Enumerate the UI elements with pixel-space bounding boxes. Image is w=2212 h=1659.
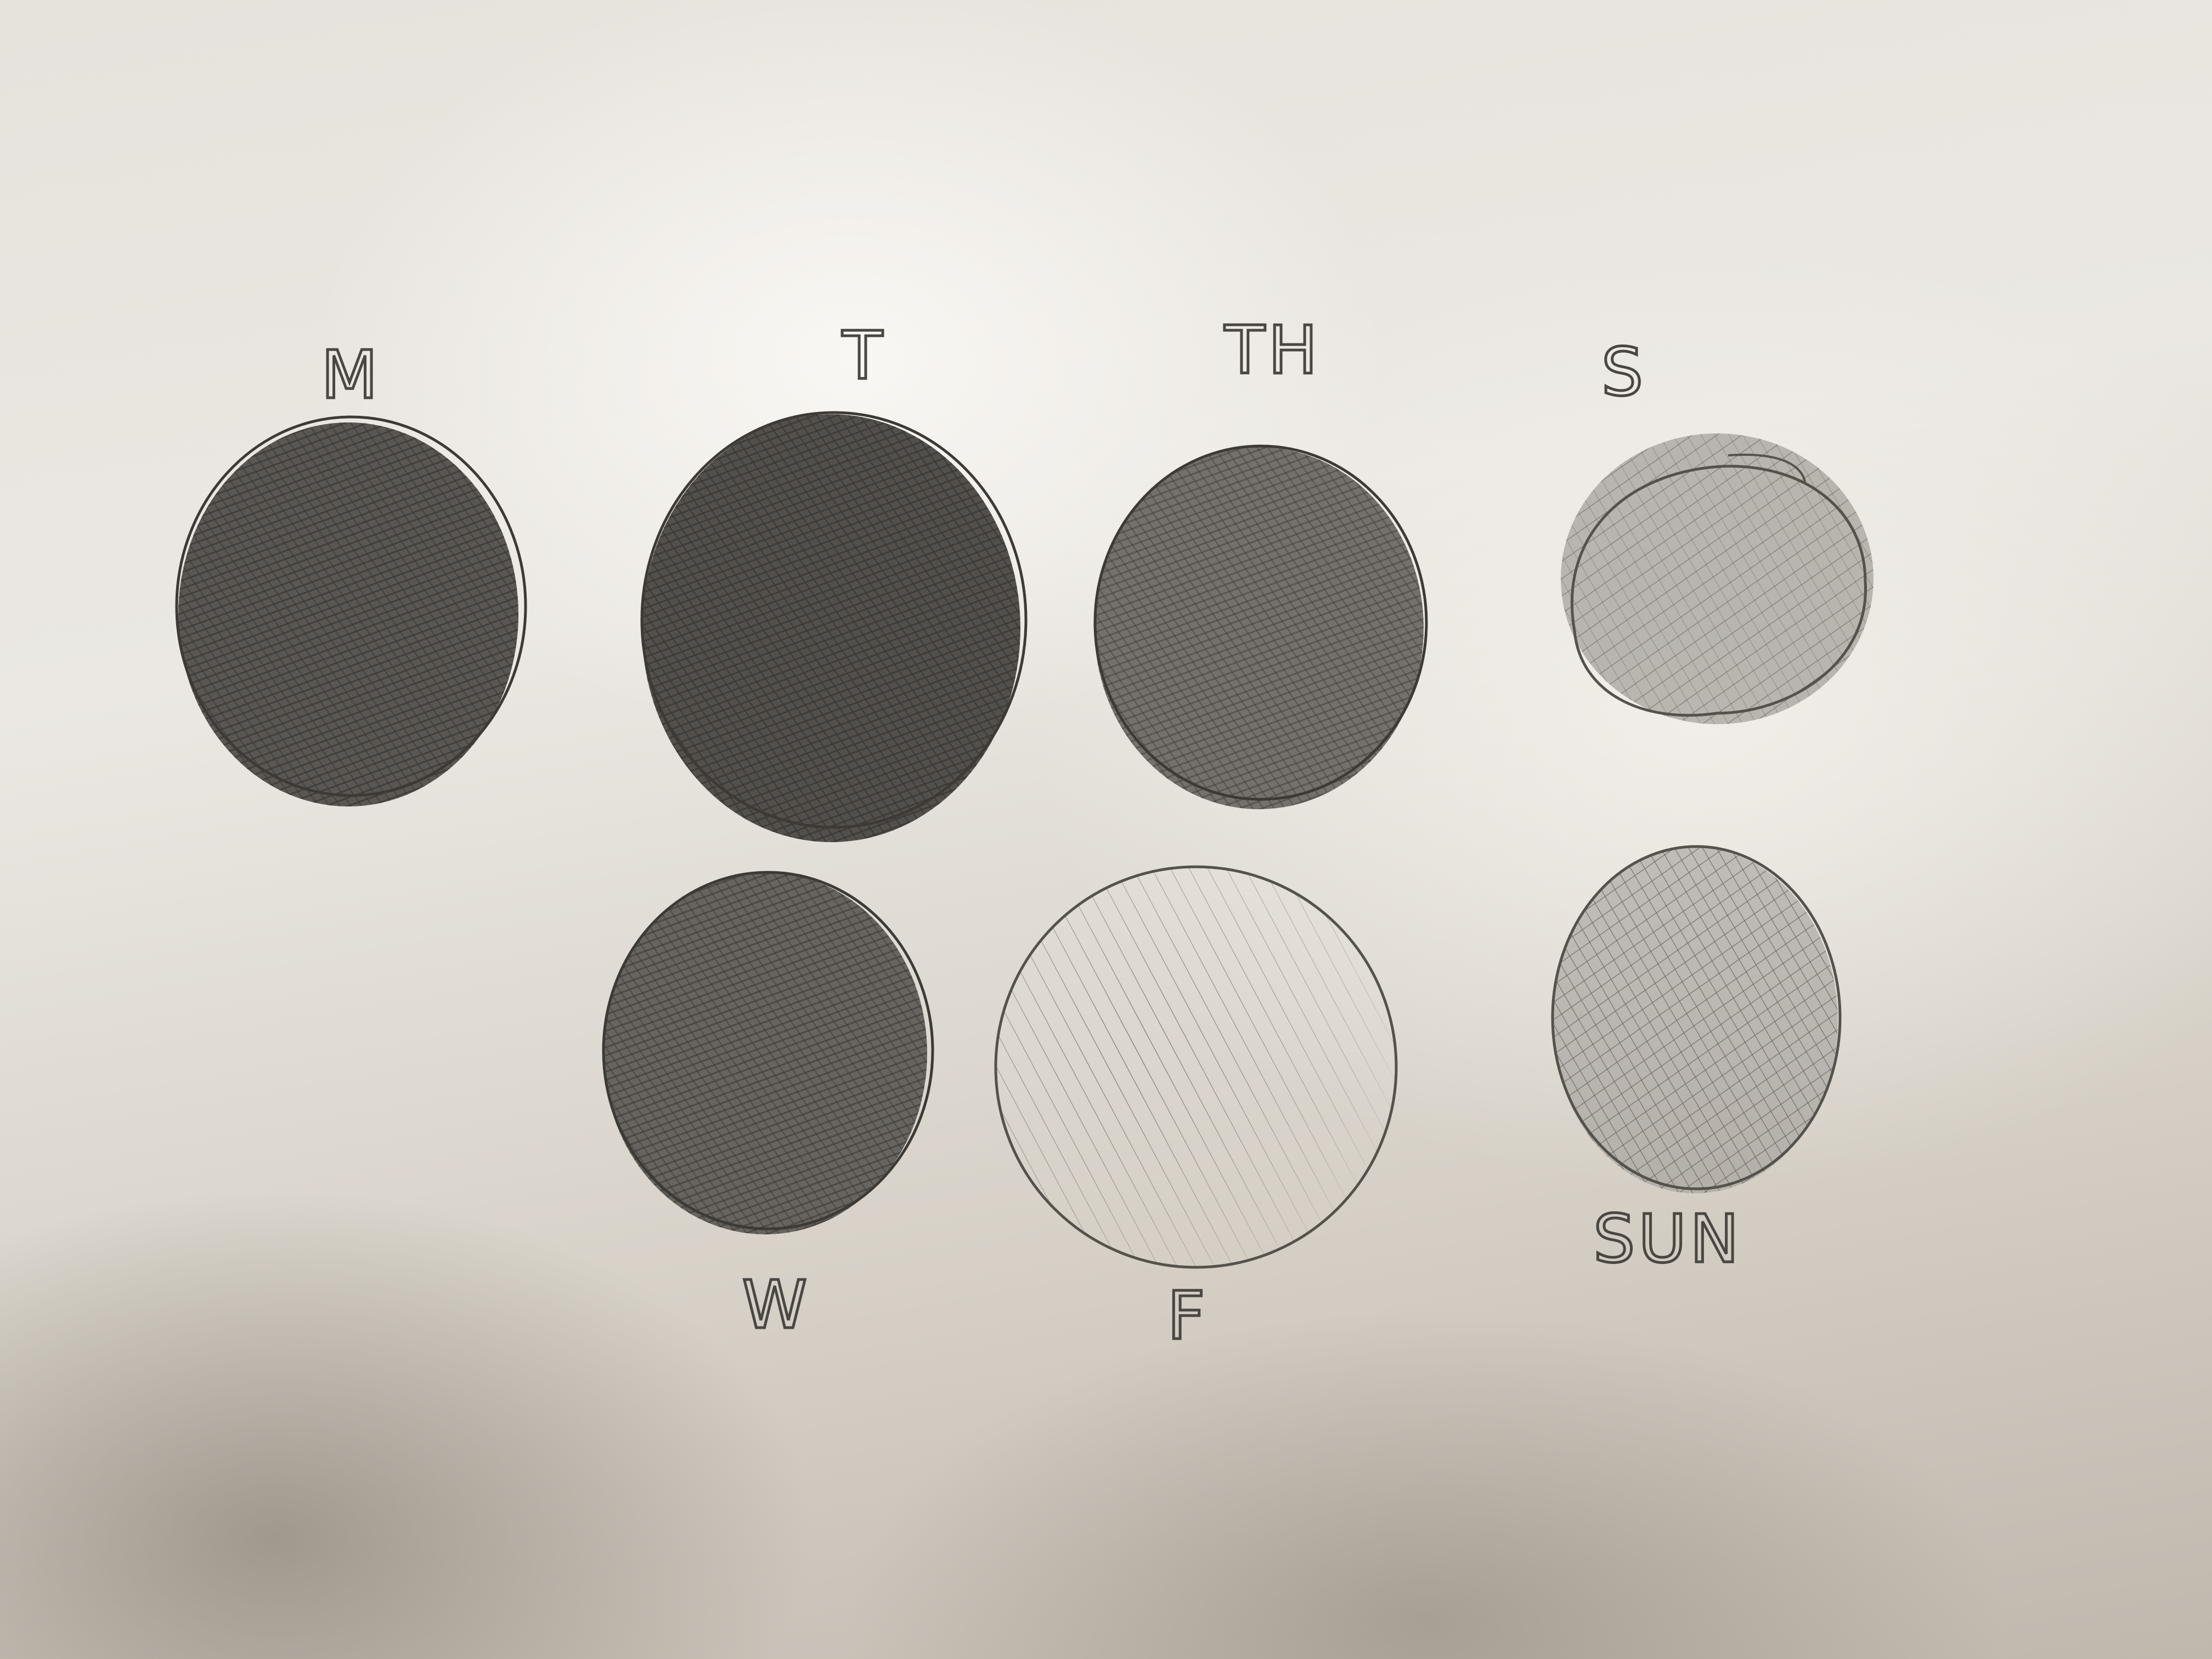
friday-fill <box>996 867 1396 1267</box>
label-friday: F <box>1167 1278 1208 1355</box>
label-thursday: TH <box>1224 313 1321 389</box>
thursday-circle <box>1093 444 1428 809</box>
label-sunday: SUN <box>1593 1201 1742 1278</box>
label-saturday: S <box>1601 335 1646 411</box>
tuesday-circle <box>640 411 1028 842</box>
label-wednesday: W <box>742 1267 811 1344</box>
friday-circle <box>994 865 1398 1269</box>
monday-circle <box>175 415 527 806</box>
saturday-circle <box>1561 433 1874 724</box>
label-monday: M <box>321 337 381 414</box>
sunday-circle <box>1551 845 1842 1193</box>
wednesday-circle <box>602 871 934 1234</box>
label-tuesday: T <box>842 318 885 394</box>
